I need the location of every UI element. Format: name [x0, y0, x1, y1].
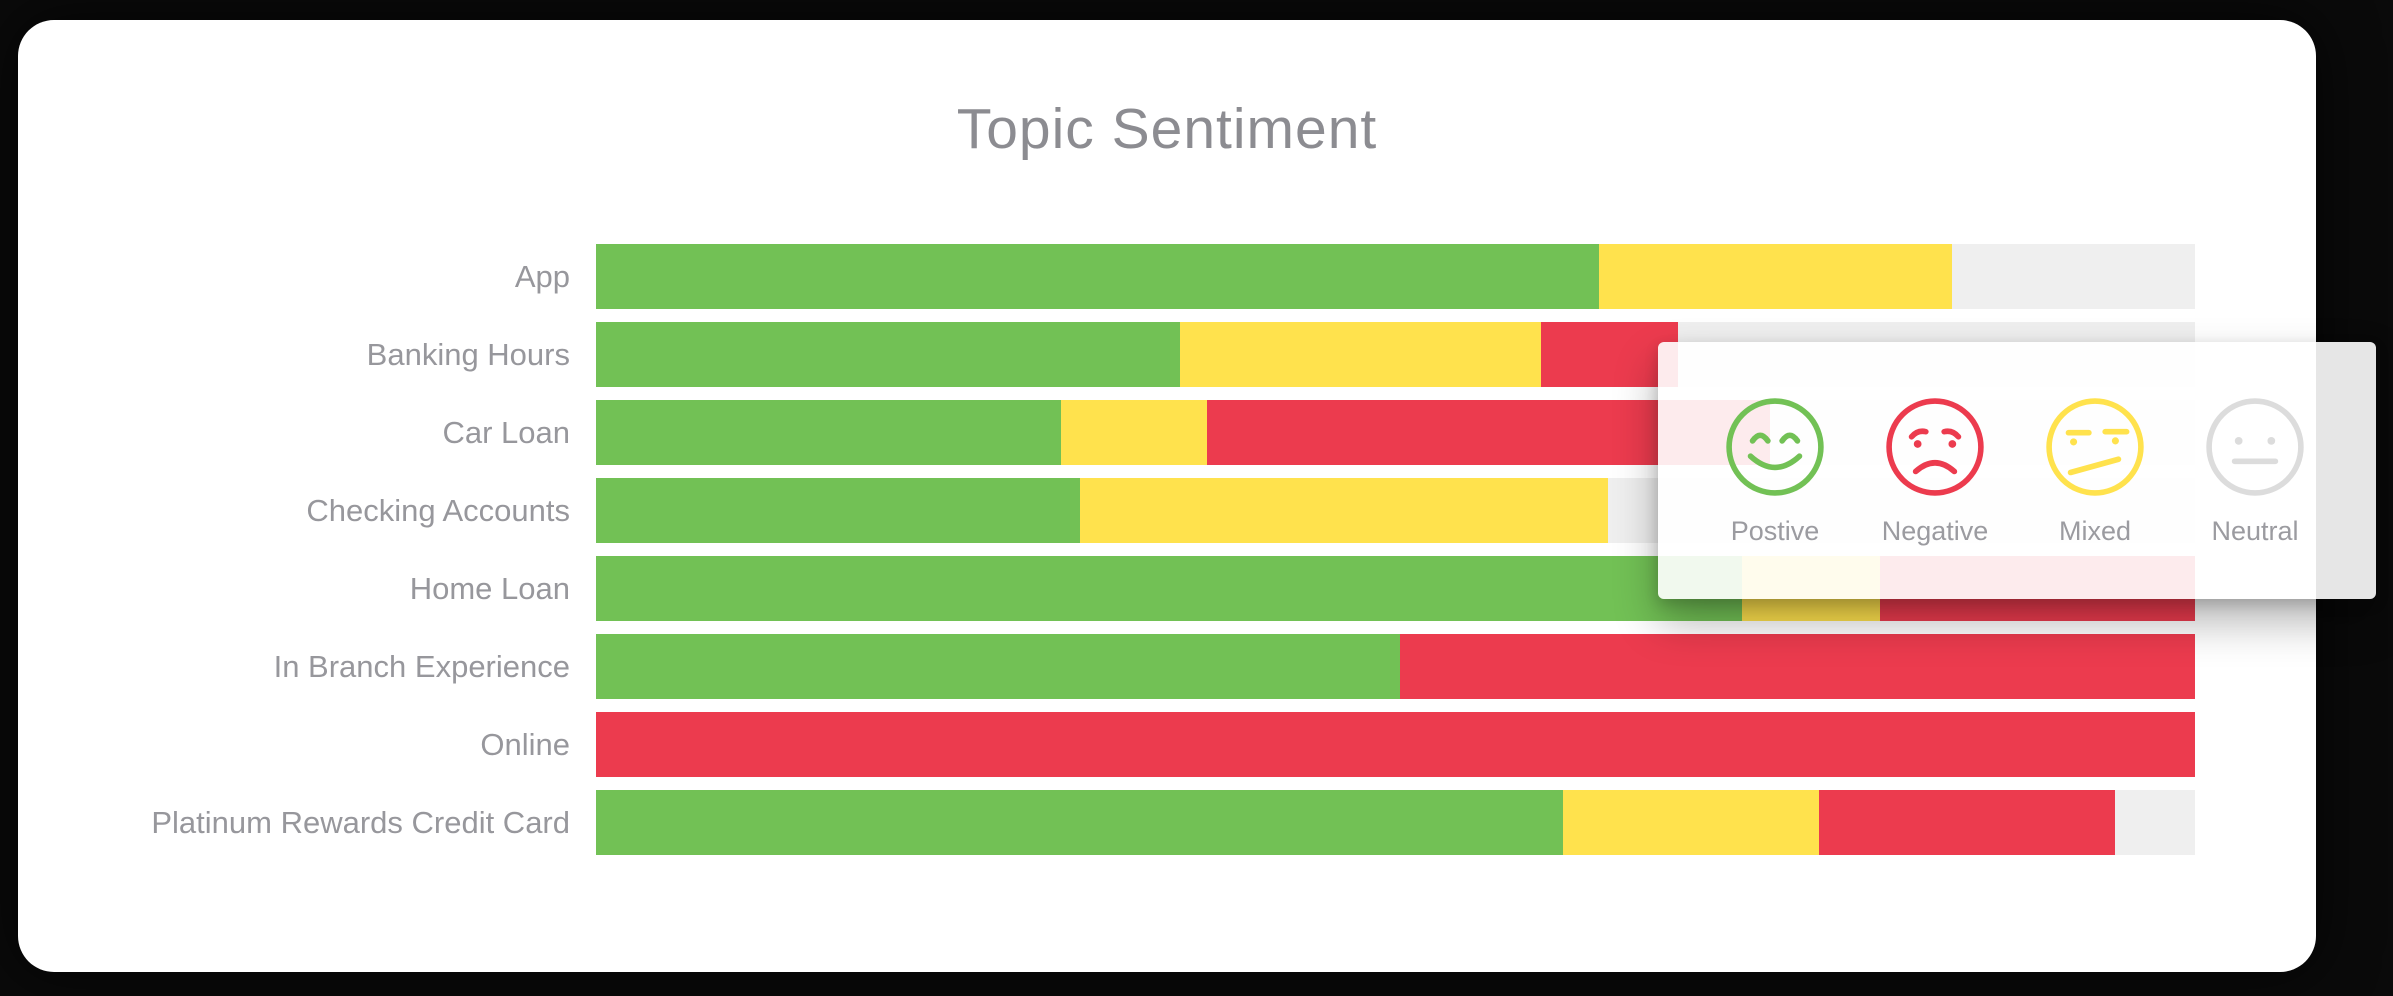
row-label: Online	[480, 726, 570, 762]
row-label: App	[514, 258, 570, 294]
row-label: Platinum Rewards Credit Card	[151, 804, 570, 840]
row-label: Home Loan	[409, 570, 570, 606]
legend-item-mixed: Mixed	[2015, 396, 2175, 599]
legend-item-negative: Negative	[1855, 396, 2015, 599]
bar-track	[596, 244, 2195, 309]
chart-row: In Branch Experience	[0, 634, 2195, 699]
bar-segment-positive[interactable]	[596, 634, 1401, 699]
legend-item-positive: Postive	[1695, 396, 1855, 599]
bar-segment-neutral[interactable]	[2115, 790, 2195, 855]
chart-title: Topic Sentiment	[956, 97, 1378, 161]
bar-segment-mixed[interactable]	[1563, 790, 1820, 855]
bar-track	[596, 790, 2195, 855]
bar-segment-mixed[interactable]	[1179, 322, 1541, 387]
negative-frown-icon	[1886, 398, 1984, 496]
bar-segment-positive[interactable]	[596, 322, 1180, 387]
bar-segment-positive[interactable]	[596, 478, 1081, 543]
row-label: Car Loan	[442, 414, 570, 450]
row-label: Banking Hours	[366, 336, 570, 372]
bar-segment-mixed[interactable]	[1061, 400, 1207, 465]
row-label: In Branch Experience	[273, 648, 570, 684]
bar-segment-negative[interactable]	[596, 712, 2195, 777]
bar-track	[596, 712, 2195, 777]
legend-item-label: Neutral	[2211, 516, 2299, 546]
chart-row: Online	[0, 712, 2195, 777]
bar-segment-neutral[interactable]	[1951, 244, 2195, 309]
legend-panel: Postive Negative Mixed	[1658, 342, 2376, 599]
row-label: Checking Accounts	[306, 492, 570, 528]
legend-item-neutral: Neutral	[2175, 396, 2335, 599]
bar-segment-negative[interactable]	[1819, 790, 2116, 855]
neutral-face-icon	[2206, 398, 2304, 496]
bar-track	[596, 634, 2195, 699]
legend-item-label: Negative	[1881, 516, 1989, 546]
bar-segment-positive[interactable]	[596, 790, 1564, 855]
chart-row: Platinum Rewards Credit Card	[0, 790, 2195, 855]
mixed-skeptical-icon	[2046, 398, 2144, 496]
positive-smiley-icon	[1726, 398, 1824, 496]
chart-row: App	[0, 244, 2195, 309]
legend-item-label: Postive	[1730, 516, 1820, 546]
bar-segment-negative[interactable]	[1540, 322, 1679, 387]
bar-segment-positive[interactable]	[596, 244, 1599, 309]
bar-segment-mixed[interactable]	[1080, 478, 1609, 543]
bar-segment-positive[interactable]	[596, 556, 1743, 621]
bar-segment-negative[interactable]	[1400, 634, 2195, 699]
bar-segment-mixed[interactable]	[1598, 244, 1952, 309]
bar-segment-positive[interactable]	[596, 400, 1062, 465]
legend-item-label: Mixed	[2058, 516, 2132, 546]
